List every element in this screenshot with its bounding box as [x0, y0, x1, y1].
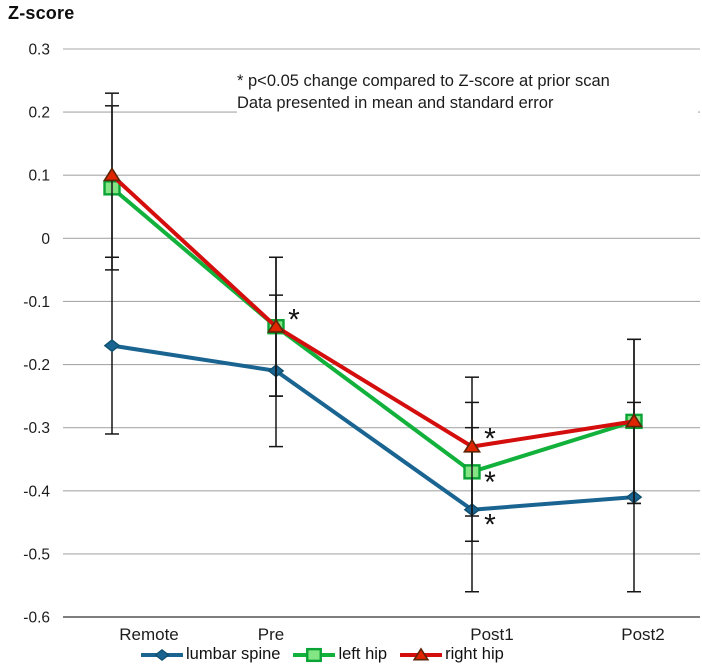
marker-lumbar-spine	[103, 339, 121, 353]
marker-left-hip	[306, 647, 323, 662]
series-line-left-hip	[110, 185, 636, 474]
legend-item-lumbar-spine: lumbar spine	[141, 645, 280, 664]
y-tick-label: 0	[41, 231, 50, 248]
x-tick-label: Post1	[470, 625, 513, 644]
marker-lumbar-spine	[154, 648, 170, 661]
y-tick-label: 0.3	[28, 42, 50, 59]
y-tick-label: 0.2	[28, 105, 50, 122]
y-axis-title: Z-score	[8, 3, 75, 23]
marker-right-hip	[102, 166, 122, 182]
legend-label-left-hip: left hip	[338, 645, 388, 663]
significance-asterisk: *	[484, 423, 496, 456]
marker-right-hip	[462, 438, 482, 453]
y-tick-label: -0.1	[23, 294, 50, 311]
significance-asterisk: *	[484, 509, 496, 542]
marker-right-hip	[624, 413, 644, 428]
y-tick-label: -0.4	[23, 483, 50, 500]
series-right-hip	[102, 92, 644, 517]
significance-asterisk: *	[484, 466, 496, 499]
series-left-hip	[103, 105, 643, 543]
y-tick-label: 0.1	[28, 168, 50, 185]
y-tick-label: -0.6	[23, 610, 50, 627]
legend-item-right-hip: right hip	[400, 645, 504, 664]
annotation-line-significance: * p<0.05 change compared to Z-score at p…	[237, 72, 610, 90]
chart-legend: lumbar spine left hip right hip	[141, 645, 504, 664]
legend-label-lumbar-spine: lumbar spine	[186, 645, 281, 663]
y-tick-label: -0.2	[23, 357, 50, 374]
series-line-right-hip	[110, 173, 636, 449]
marker-right-hip	[266, 318, 286, 333]
x-tick-label: Pre	[258, 625, 284, 644]
y-tick-label: -0.3	[23, 420, 50, 437]
right-hip-line-triangle-icon	[400, 646, 443, 660]
legend-item-left-hip: left hip	[293, 645, 387, 664]
legend-label-right-hip: right hip	[445, 645, 504, 663]
left-hip-line-square-icon	[293, 647, 336, 662]
chart-annotation: * p<0.05 change compared to Z-score at p…	[237, 70, 698, 114]
x-tick-label: Post2	[621, 625, 664, 644]
y-tick-label: -0.5	[23, 546, 50, 563]
series-line-lumbar-spine	[110, 343, 636, 512]
marker-right-hip	[412, 646, 430, 660]
series-lumbar-spine	[103, 256, 643, 593]
x-tick-label: Remote	[119, 625, 179, 644]
lumbar-spine-line-diamond-icon	[141, 648, 183, 661]
annotation-line-data-note: Data presented in mean and standard erro…	[237, 94, 554, 112]
significance-asterisk: *	[288, 304, 300, 337]
